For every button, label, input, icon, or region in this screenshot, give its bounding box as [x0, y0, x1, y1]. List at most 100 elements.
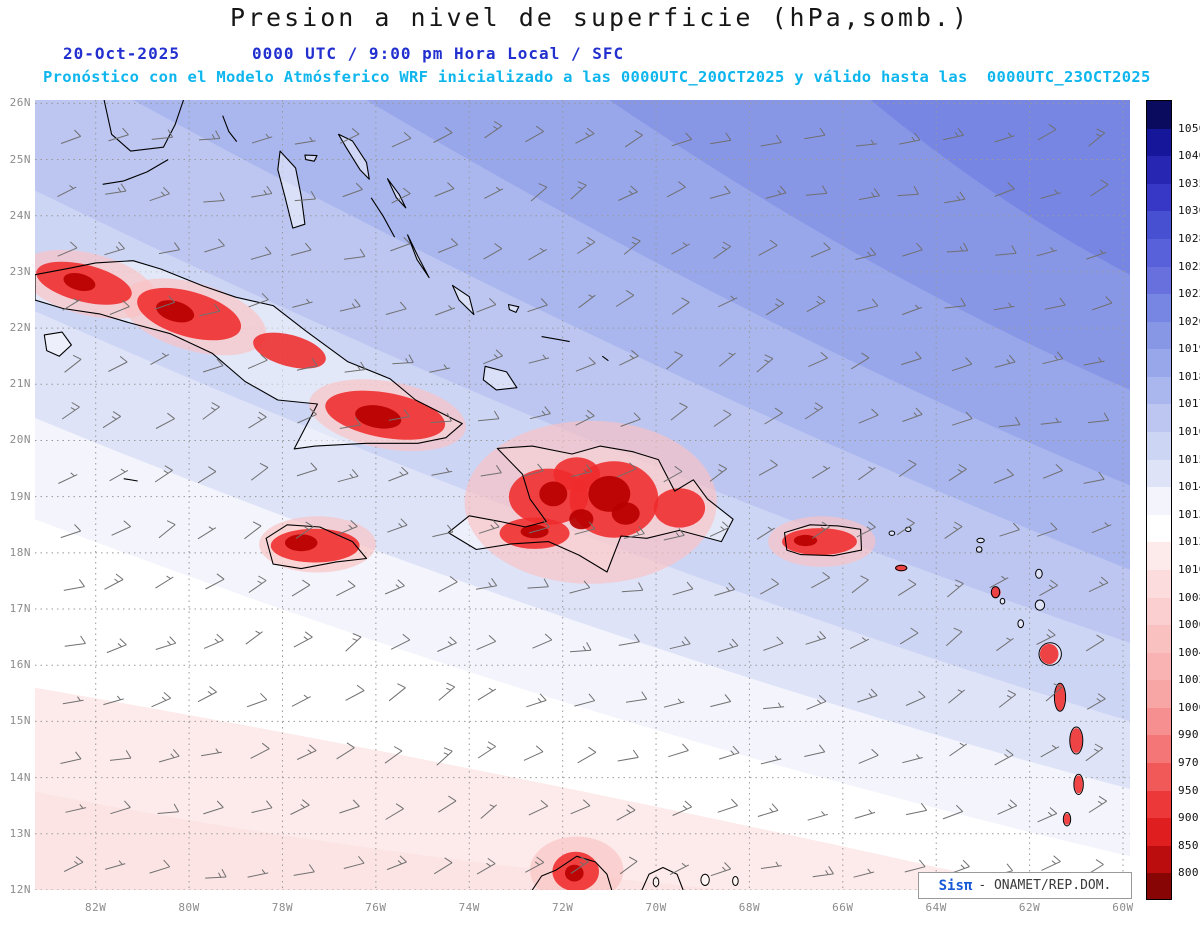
wind-barb — [853, 868, 875, 878]
wind-barb — [668, 743, 689, 758]
wind-barb — [623, 526, 645, 539]
wind-barb — [998, 689, 1017, 708]
wind-barb — [57, 185, 77, 198]
coastline-andros — [277, 150, 306, 229]
lat-label-25N: 25N — [9, 152, 31, 166]
colorbar-segment — [1147, 680, 1171, 709]
colorbar-label-990: 990 — [1178, 728, 1199, 742]
coastline-long-island — [407, 234, 430, 279]
wind-barb — [102, 411, 121, 429]
colorbar-label-1010: 1010 — [1178, 562, 1200, 576]
wind-barb — [295, 521, 314, 539]
wind-barb — [155, 636, 177, 650]
wind-barb — [1085, 634, 1105, 652]
subtitle-datetime: 20-Oct-2025 0000 UTC / 9:00 pm Hora Local… — [63, 44, 624, 63]
pressure-spot — [588, 475, 631, 512]
colorbar-segment — [1147, 763, 1171, 792]
wind-barb — [64, 354, 82, 373]
wind-barb — [109, 750, 132, 761]
wind-barb — [671, 242, 690, 255]
colorbar-label-1000: 1000 — [1178, 700, 1200, 714]
wind-barb — [105, 183, 127, 195]
wind-barb — [478, 519, 500, 534]
wind-barb — [897, 579, 917, 597]
wind-barb — [197, 526, 217, 540]
wind-barb — [571, 464, 593, 477]
wind-barb — [336, 580, 356, 597]
colorbar-label-1022: 1022 — [1178, 287, 1200, 301]
lat-label-20N: 20N — [9, 433, 31, 447]
coastline-cuba — [35, 260, 463, 450]
wind-barb — [1036, 246, 1057, 257]
colorbar-label-1015: 1015 — [1178, 452, 1200, 466]
wind-barb — [248, 411, 267, 429]
island-dominica — [1053, 682, 1067, 712]
wind-barb — [858, 408, 879, 424]
pressure-spot — [565, 864, 584, 882]
wind-barb — [902, 754, 923, 764]
wind-barb — [384, 746, 403, 764]
wind-barb — [151, 692, 172, 708]
coastline-mayaguana — [507, 303, 520, 313]
wind-barb — [247, 353, 268, 370]
wind-barb — [478, 410, 500, 422]
wind-barb — [390, 633, 411, 650]
colorbar-label-1050: 1050 — [1178, 121, 1200, 135]
lat-label-22N: 22N — [9, 321, 31, 335]
island-bonaire — [732, 876, 739, 886]
island-guadeloupe — [1038, 642, 1062, 666]
wind-barb — [806, 694, 827, 710]
wind-barb — [901, 351, 922, 366]
wind-barb — [760, 861, 782, 869]
colorbar-label-1018: 1018 — [1178, 369, 1200, 383]
wind-barb — [292, 298, 313, 308]
landfill-crooked-acklins — [452, 285, 474, 315]
wind-barb — [811, 571, 831, 589]
landfill-antigua — [1035, 600, 1045, 611]
wind-barb — [763, 702, 785, 710]
lat-label-19N: 19N — [9, 489, 31, 503]
wind-barb — [618, 634, 640, 646]
coastline-florida — [103, 100, 185, 152]
wind-barb — [1086, 249, 1107, 260]
lat-label-13N: 13N — [9, 826, 31, 840]
wind-barb — [994, 182, 1015, 197]
coastline-guajira-peninsula — [531, 855, 613, 890]
wind-barb — [1090, 179, 1109, 197]
colorbar-label-1008: 1008 — [1178, 590, 1200, 604]
wind-barb — [758, 239, 778, 256]
wind-barb — [202, 402, 220, 420]
wind-barb — [480, 804, 498, 819]
pressure-spot — [63, 272, 96, 292]
pressure-spot — [284, 534, 318, 552]
wind-barb — [296, 744, 317, 760]
wind-barb — [60, 524, 82, 539]
wind-barb — [855, 139, 877, 147]
wind-barb — [475, 578, 498, 590]
colorbar-label-1028: 1028 — [1178, 231, 1200, 245]
wind-barb — [577, 236, 596, 254]
colorbar-label-1017: 1017 — [1178, 397, 1200, 411]
wind-barb — [390, 236, 411, 252]
wind-barb — [109, 300, 130, 315]
colorbar-segment — [1147, 376, 1171, 406]
wind-barb — [158, 749, 180, 763]
island-st-martin — [975, 546, 983, 553]
wind-barb — [385, 803, 404, 820]
wind-barb — [337, 520, 358, 535]
island-barbuda — [1035, 568, 1043, 579]
island-st-croix — [895, 564, 908, 572]
wind-barb — [294, 136, 316, 145]
wind-barb — [157, 803, 180, 814]
colorbar-segment — [1147, 238, 1171, 268]
wind-barb — [575, 127, 595, 144]
wind-barb — [106, 638, 127, 654]
pressure-spot — [569, 509, 594, 530]
wind-barb — [946, 242, 969, 253]
wind-barb — [948, 464, 967, 482]
colorbar-label-1025: 1025 — [1178, 259, 1200, 273]
colorbar-segment — [1147, 404, 1171, 433]
wind-barb — [812, 866, 834, 878]
lat-label-17N: 17N — [9, 602, 31, 616]
wind-barb — [760, 578, 779, 595]
